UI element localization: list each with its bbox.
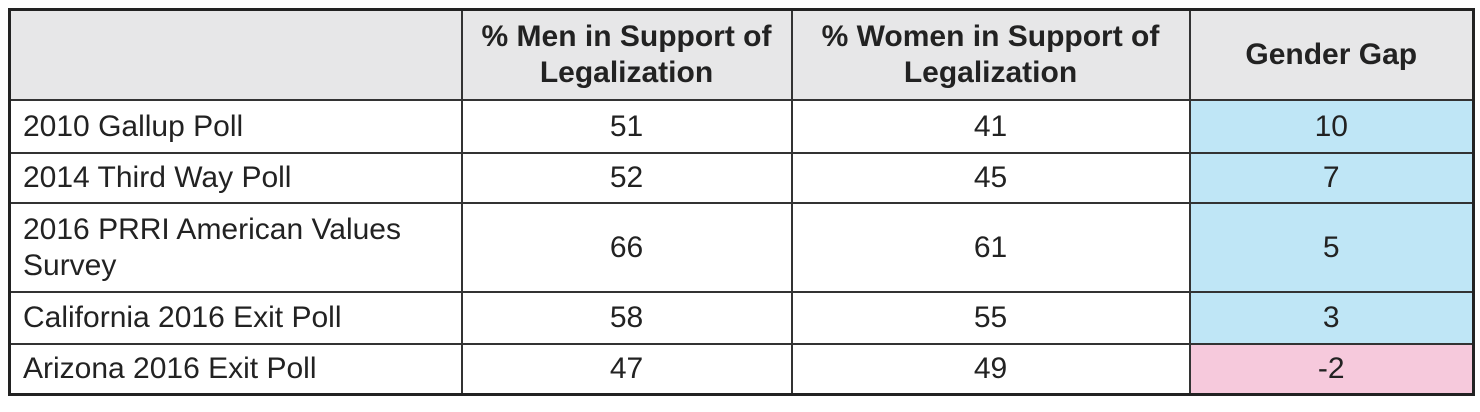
value-cell: 55 (790, 291, 1191, 345)
value-cell: 58 (460, 291, 793, 345)
header-row: % Men in Support of Legalization% Women … (8, 8, 1475, 101)
value-cell: 45 (790, 152, 1191, 204)
header-corner (8, 8, 463, 101)
value-cell: 49 (790, 343, 1191, 396)
gap-cell: 3 (1188, 291, 1475, 345)
table-row: 2016 PRRI American Values Survey 66 61 5 (8, 202, 1475, 293)
row-label: 2010 Gallup Poll (8, 99, 463, 154)
value-cell: 51 (460, 99, 793, 154)
table-body: 2010 Gallup Poll 51 41 10 2014 Third Way Pol… (8, 99, 1475, 396)
poll-table: % Men in Support of Legalization% Women … (8, 8, 1475, 396)
value-cell: 47 (460, 343, 793, 396)
row-label: California 2016 Exit Poll (8, 291, 463, 345)
column-header: % Men in Support of Legalization (460, 8, 793, 101)
table-row: 2014 Third Way Poll 52 45 7 (8, 152, 1475, 204)
column-header: % Women in Support of Legalization (790, 8, 1191, 101)
gap-cell: 10 (1188, 99, 1475, 154)
table-row: 2010 Gallup Poll 51 41 10 (8, 99, 1475, 154)
column-header: Gender Gap (1188, 8, 1475, 101)
row-label: Arizona 2016 Exit Poll (8, 343, 463, 396)
gap-cell: 7 (1188, 152, 1475, 204)
value-cell: 52 (460, 152, 793, 204)
table-row: California 2016 Exit Poll 58 55 3 (8, 291, 1475, 345)
value-cell: 61 (790, 202, 1191, 293)
value-cell: 41 (790, 99, 1191, 154)
row-label: 2014 Third Way Poll (8, 152, 463, 204)
row-label: 2016 PRRI American Values Survey (8, 202, 463, 293)
gap-cell: -2 (1188, 343, 1475, 396)
gap-cell: 5 (1188, 202, 1475, 293)
value-cell: 66 (460, 202, 793, 293)
table-row: Arizona 2016 Exit Poll 47 49 -2 (8, 343, 1475, 396)
